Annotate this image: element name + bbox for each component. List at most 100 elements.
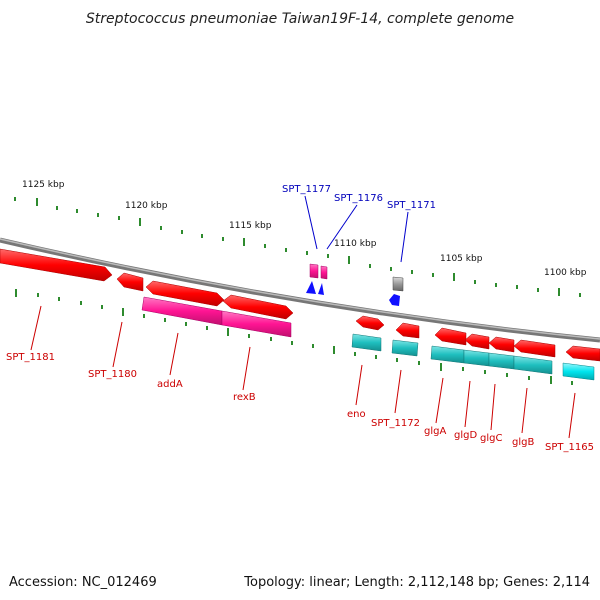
scale-tick bbox=[291, 341, 293, 345]
scale-tick bbox=[118, 216, 120, 220]
scale-tick bbox=[418, 361, 420, 365]
scale-tick bbox=[462, 367, 464, 371]
gene-label: eno bbox=[347, 409, 366, 420]
gene-blue-2[interactable] bbox=[318, 283, 324, 295]
gene-label: glgC bbox=[480, 433, 502, 444]
gene-adda[interactable] bbox=[145, 280, 225, 307]
gene-label: SPT_1177 bbox=[282, 184, 331, 195]
scale-tick-major bbox=[333, 346, 335, 354]
gene-spt-1181[interactable] bbox=[0, 248, 113, 282]
gene-spt-1172[interactable] bbox=[395, 322, 420, 339]
scale-tick bbox=[285, 248, 287, 252]
leader-line bbox=[326, 204, 358, 250]
scale-tick bbox=[14, 197, 16, 201]
leader-lines-blue bbox=[304, 195, 409, 263]
scale-tick bbox=[160, 226, 162, 230]
gene-rexb[interactable] bbox=[222, 294, 294, 320]
scale-tick bbox=[484, 370, 486, 374]
gene-glgc-cyan[interactable] bbox=[488, 352, 515, 370]
gene-spt-1171[interactable] bbox=[392, 276, 404, 292]
scale-tick bbox=[571, 381, 573, 385]
scale-tick bbox=[396, 358, 398, 362]
gene-spt-1176[interactable] bbox=[320, 265, 328, 280]
gene-glga-cyan[interactable] bbox=[430, 345, 465, 364]
leader-lines-red bbox=[30, 305, 576, 439]
gene-label: SPT_1172 bbox=[371, 418, 420, 429]
gene-glgd[interactable] bbox=[464, 333, 490, 350]
scale-tick bbox=[80, 301, 82, 305]
topology-text: Topology: linear; Length: 2,112,148 bp; … bbox=[243, 575, 590, 590]
scale-tick bbox=[432, 273, 434, 277]
gene-spt-1177[interactable] bbox=[309, 263, 319, 279]
scale-ruler-bottom bbox=[15, 289, 573, 385]
gene-label: SPT_1165 bbox=[545, 442, 594, 453]
gene-glgb[interactable] bbox=[513, 339, 556, 358]
scale-label: 1125 kbp bbox=[22, 180, 65, 190]
scale-tick-major bbox=[453, 273, 455, 281]
gene-glga[interactable] bbox=[434, 327, 467, 346]
gene-spt-1180[interactable] bbox=[116, 272, 144, 292]
gene-eno[interactable] bbox=[355, 315, 385, 331]
map-title: Streptococcus pneumoniae Taiwan19F-14, c… bbox=[86, 11, 514, 27]
leader-line bbox=[490, 383, 496, 431]
gene-label: rexB bbox=[233, 392, 256, 403]
leader-line bbox=[568, 392, 576, 439]
gene-track-cyan bbox=[351, 333, 595, 381]
gene-glgc[interactable] bbox=[488, 336, 515, 353]
scale-tick bbox=[201, 234, 203, 238]
scale-tick bbox=[185, 322, 187, 326]
scale-tick bbox=[354, 352, 356, 356]
leader-line bbox=[30, 305, 42, 351]
gene-spt-1165-cyan[interactable] bbox=[562, 362, 595, 381]
scale-tick-major bbox=[550, 376, 552, 384]
scale-tick bbox=[222, 237, 224, 241]
genome-backbone-highlight bbox=[0, 238, 600, 340]
gene-rexb-magenta[interactable] bbox=[221, 310, 292, 338]
gene-label: SPT_1181 bbox=[6, 352, 55, 363]
scale-tick bbox=[306, 251, 308, 255]
scale-tick-major bbox=[558, 288, 560, 296]
scale-tick bbox=[264, 244, 266, 248]
scale-tick-major bbox=[227, 328, 229, 336]
scale-tick bbox=[58, 297, 60, 301]
scale-tick bbox=[327, 254, 329, 258]
scale-tick bbox=[390, 267, 392, 271]
scale-label: 1105 kbp bbox=[440, 254, 483, 264]
gene-eno-cyan[interactable] bbox=[351, 333, 382, 352]
scale-tick-major bbox=[15, 289, 17, 297]
gene-spt-1165[interactable] bbox=[565, 345, 600, 362]
scale-tick bbox=[312, 344, 314, 348]
leader-line bbox=[355, 364, 363, 406]
gene-blue-1[interactable] bbox=[306, 281, 316, 294]
scale-tick-major bbox=[36, 198, 38, 206]
scale-ruler-top bbox=[14, 197, 581, 297]
scale-label: 1115 kbp bbox=[229, 221, 272, 231]
scale-tick bbox=[579, 293, 581, 297]
scale-tick bbox=[206, 326, 208, 330]
scale-tick bbox=[495, 283, 497, 287]
scale-tick bbox=[101, 305, 103, 309]
gene-track-right bbox=[355, 315, 600, 362]
gene-label: SPT_1180 bbox=[88, 369, 137, 380]
leader-line bbox=[304, 195, 318, 250]
gene-glgb-cyan[interactable] bbox=[513, 355, 553, 375]
scale-tick bbox=[76, 209, 78, 213]
scale-tick bbox=[537, 288, 539, 292]
scale-tick bbox=[164, 318, 166, 322]
gene-spt-1172-cyan[interactable] bbox=[391, 339, 419, 357]
accession-text: Accession: NC_012469 bbox=[9, 575, 157, 590]
gene-label: glgB bbox=[512, 437, 534, 448]
scale-tick-major bbox=[348, 256, 350, 264]
scale-tick bbox=[375, 355, 377, 359]
scale-tick bbox=[248, 334, 250, 338]
gene-track-upper bbox=[306, 263, 404, 306]
gene-label: SPT_1176 bbox=[334, 193, 383, 204]
scale-tick-major bbox=[139, 218, 141, 226]
scale-tick bbox=[143, 314, 145, 318]
gene-glgd-cyan[interactable] bbox=[463, 349, 490, 367]
gene-blue-3[interactable] bbox=[389, 294, 400, 306]
leader-line bbox=[112, 321, 123, 368]
scale-label: 1110 kbp bbox=[334, 239, 377, 249]
scale-tick bbox=[56, 206, 58, 210]
